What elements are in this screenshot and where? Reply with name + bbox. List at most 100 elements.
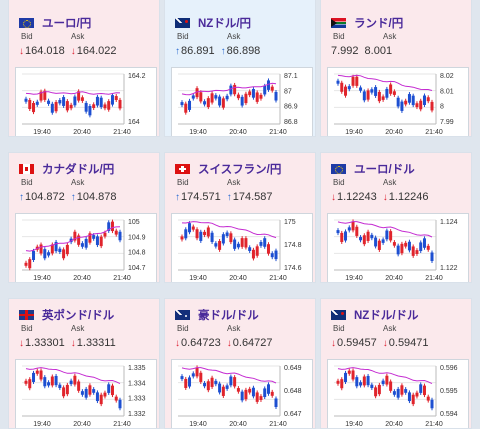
chart-svg: 0.596 0.595 0.594 19:40 20:40 21:40: [334, 365, 458, 428]
price-tick-label: 86.9: [284, 104, 298, 111]
candle-body: [62, 249, 66, 259]
card-header[interactable]: 英ポンド/ドル: [19, 307, 114, 323]
candle-body: [366, 375, 370, 386]
candle-body: [407, 392, 411, 402]
ask-label: Ask: [227, 178, 241, 187]
currency-pair-label[interactable]: ユーロ/円: [42, 18, 92, 30]
mini-chart[interactable]: 0.596 0.595 0.594 19:40 20:40 21:40: [327, 359, 469, 428]
currency-pair-label[interactable]: 豪ドル/ドル: [198, 310, 259, 322]
candle-body: [99, 394, 103, 405]
candle-body: [374, 87, 378, 96]
candle-body: [430, 252, 434, 262]
mini-chart[interactable]: 0.649 0.648 0.647 19:40 20:40 21:40: [171, 359, 313, 428]
card-header[interactable]: ユーロ/ドル: [331, 161, 415, 177]
moving-average-line: [181, 367, 277, 384]
rate-card[interactable]: ユーロ/ドル Bid Ask ↓1.12243 ↓1.12246 1.124 1.122 19…: [320, 152, 472, 283]
mini-chart[interactable]: 87.1 87 86.9 86.8 19:40 20:40 21:40: [171, 67, 313, 136]
candle-body: [274, 250, 278, 260]
bid-label: Bid: [333, 324, 345, 333]
candle-body: [203, 101, 207, 105]
currency-pair-label[interactable]: スイスフラン/円: [198, 164, 282, 176]
candle-body: [340, 379, 344, 389]
bid-value: 1.12243: [337, 191, 377, 203]
currency-pair-label[interactable]: カナダドル/円: [42, 164, 115, 176]
rate-card[interactable]: 英ポンド/ドル Bid Ask ↓1.33301 ↓1.33311 1.335 1.334 1…: [8, 298, 160, 429]
card-header[interactable]: 豪ドル/ドル: [175, 307, 259, 323]
currency-pair-label[interactable]: 英ポンド/ドル: [42, 310, 115, 322]
flag-au-icon: [175, 310, 190, 320]
rate-card[interactable]: カナダドル/円 Bid Ask ↑104.872 ↑104.878 105 104.9 104…: [8, 152, 160, 283]
mini-chart[interactable]: 1.335 1.334 1.333 1.332 19:40 20:40 21:40: [15, 359, 157, 428]
quote-row: 7.992 8.001: [331, 45, 392, 57]
chart-svg: 164.2 164 19:40 20:40 21:40: [22, 73, 146, 136]
time-tick-label: 21:40: [113, 275, 131, 282]
rate-card[interactable]: 豪ドル/ドル Bid Ask ↓0.64723 ↓0.64727 0.649 0.648 0.…: [164, 298, 316, 429]
card-header[interactable]: スイスフラン/円: [175, 161, 281, 177]
candle-body: [404, 242, 408, 247]
time-tick-label: 21:40: [269, 421, 287, 428]
candle-body: [259, 94, 263, 99]
bid-label: Bid: [333, 178, 345, 187]
candle-body: [377, 91, 381, 102]
candle-body: [32, 102, 36, 113]
candle-body: [336, 230, 340, 234]
bid-value-wrap: ↓1.12243: [331, 191, 377, 203]
candle-body: [54, 241, 58, 252]
mini-chart[interactable]: 164.2 164 19:40 20:40 21:40: [15, 67, 157, 136]
candle-body: [340, 82, 344, 92]
candle-body: [103, 392, 107, 397]
card-header[interactable]: ランド/円: [331, 15, 403, 31]
candle-body: [240, 238, 244, 247]
candle-body: [221, 234, 225, 244]
candle-body: [389, 84, 393, 94]
card-header[interactable]: NZドル/ドル: [331, 307, 419, 323]
candle-body: [274, 398, 278, 408]
mini-chart[interactable]: 1.124 1.122 19:40 20:40 21:40: [327, 213, 469, 282]
bid-value: 7.992: [331, 45, 359, 57]
candle-body: [422, 238, 426, 248]
candle-body: [419, 242, 423, 252]
quote-row: ↑174.571 ↑174.587: [175, 191, 273, 203]
candle-body: [32, 372, 36, 382]
candle-body: [251, 387, 255, 397]
mini-chart[interactable]: 105 104.9 104.8 104.7 19:40 20:40 21:40: [15, 213, 157, 282]
price-tick-label: 174.6: [284, 265, 302, 272]
price-tick-label: 87.1: [284, 73, 298, 80]
candle-body: [65, 384, 69, 395]
currency-pair-label[interactable]: ユーロ/ドル: [354, 164, 415, 176]
time-tick-label: 19:40: [345, 421, 363, 428]
candle-body: [336, 380, 340, 384]
bid-label: Bid: [177, 324, 189, 333]
candle-body: [255, 246, 259, 256]
candle-body: [43, 377, 47, 387]
candle-body: [396, 245, 400, 255]
up-arrow-icon: ↑: [175, 46, 180, 57]
card-header[interactable]: カナダドル/円: [19, 161, 114, 177]
rate-card[interactable]: NZドル/ドル Bid Ask ↓0.59457 ↓0.59471 0.596 0.595 0…: [320, 298, 472, 429]
candle-body: [389, 231, 393, 241]
up-arrow-icon: ↑: [70, 192, 76, 203]
rate-card[interactable]: NZドル/円 Bid Ask ↑86.891 ↑86.898 87.1 87 86.9 86.8…: [164, 0, 316, 137]
currency-pair-label[interactable]: NZドル/ドル: [354, 310, 419, 322]
candle-body: [199, 372, 203, 382]
rate-card[interactable]: ランド/円 Bid Ask 7.992 8.001 8.02 8.01 8 7.99 19:40 2…: [320, 0, 472, 137]
candle-body: [43, 90, 47, 100]
mini-chart[interactable]: 175 174.8 174.6 19:40 20:40 21:40: [171, 213, 313, 282]
candle-body: [404, 389, 408, 393]
candle-body: [188, 377, 192, 387]
currency-pair-label[interactable]: ランド/円: [354, 18, 404, 30]
candle-body: [415, 103, 419, 108]
chart-svg: 105 104.9 104.8 104.7 19:40 20:40 21:40: [22, 219, 146, 282]
candle-body: [77, 381, 81, 391]
card-header[interactable]: ユーロ/円: [19, 15, 91, 31]
up-arrow-icon: ↑: [175, 192, 180, 203]
rate-card[interactable]: スイスフラン/円 Bid Ask ↑174.571 ↑174.587 175 174.8 17…: [164, 152, 316, 283]
card-header[interactable]: NZドル/円: [175, 15, 251, 31]
candle-body: [65, 101, 69, 111]
candle-body: [195, 367, 199, 377]
mini-chart[interactable]: 8.02 8.01 8 7.99 19:40 20:40 21:40: [327, 67, 469, 136]
currency-pair-label[interactable]: NZドル/円: [198, 18, 252, 30]
price-tick-label: 174.8: [284, 242, 302, 249]
rate-card[interactable]: ユーロ/円 Bid Ask ↓164.018 ↓164.022 164.2 164 19:40…: [8, 0, 160, 137]
candle-body: [266, 384, 270, 394]
